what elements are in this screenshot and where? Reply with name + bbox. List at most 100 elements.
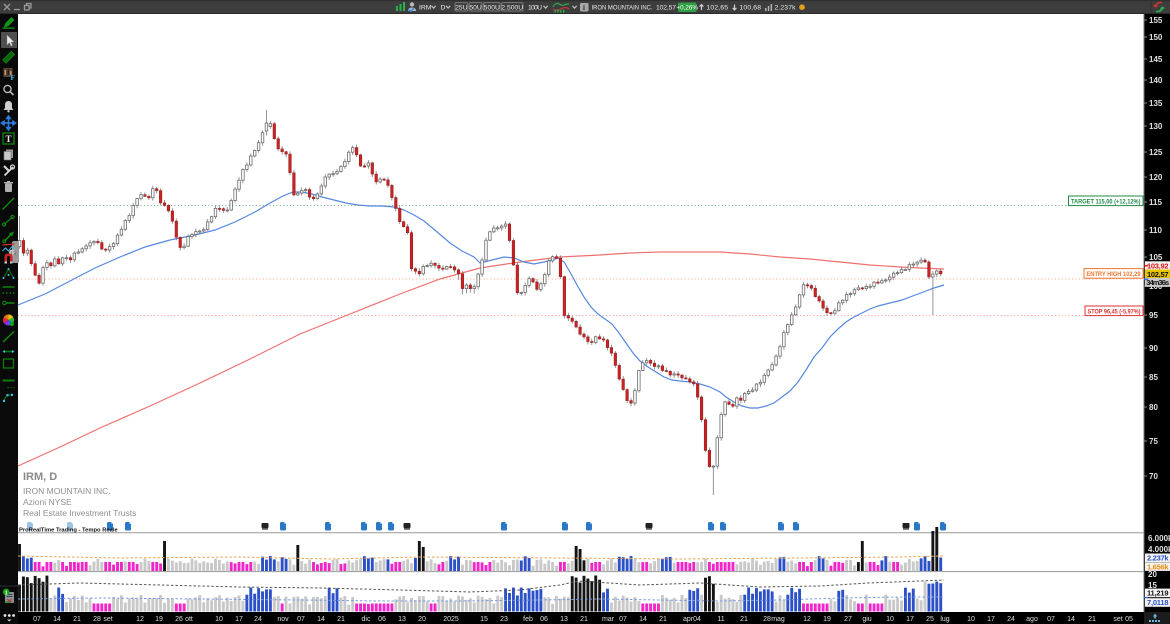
svg-text:mar: mar (602, 616, 615, 623)
svg-text:21: 21 (73, 616, 81, 623)
svg-text:IRM, D: IRM, D (23, 471, 57, 483)
svg-text:ENTRY HIGH 102,29: ENTRY HIGH 102,29 (1087, 271, 1141, 278)
svg-text:07: 07 (619, 616, 627, 623)
svg-text:set: set (1113, 616, 1122, 623)
svg-text:ott: ott (185, 616, 193, 623)
svg-text:11,219: 11,219 (1147, 589, 1169, 598)
svg-text:100,68: 100,68 (740, 5, 762, 12)
svg-text:21: 21 (659, 616, 667, 623)
svg-text:155: 155 (1149, 16, 1163, 25)
svg-text:lug: lug (940, 616, 949, 623)
svg-text:1.656k: 1.656k (1147, 562, 1169, 571)
svg-text:Azioni NYSE: Azioni NYSE (23, 497, 72, 507)
svg-text:14: 14 (53, 616, 61, 623)
svg-text:04: 04 (693, 616, 701, 623)
svg-text:25U: 25U (455, 5, 468, 12)
svg-text:120: 120 (1149, 173, 1163, 182)
svg-text:T: T (6, 134, 12, 144)
svg-text:85: 85 (1149, 373, 1158, 382)
svg-text:13: 13 (10, 251, 16, 257)
svg-text:F: F (11, 74, 15, 82)
svg-text:28: 28 (763, 616, 771, 623)
svg-text:7,0118: 7,0118 (1147, 598, 1169, 607)
svg-text:19: 19 (155, 616, 163, 623)
svg-text:ProRealTime Trading - Tempo Re: ProRealTime Trading - Tempo Reale (19, 528, 118, 534)
svg-text:2.237k: 2.237k (1147, 554, 1169, 563)
svg-text:2.500U: 2.500U (501, 5, 523, 12)
svg-text:75: 75 (1149, 437, 1158, 446)
svg-text:10: 10 (967, 616, 975, 623)
svg-text:apr: apr (683, 616, 694, 623)
svg-text:07: 07 (1047, 616, 1055, 623)
svg-text:07: 07 (33, 616, 41, 623)
svg-text:34m36s: 34m36s (1146, 278, 1169, 287)
svg-text:17: 17 (987, 616, 995, 623)
svg-text:Real Estate Investment Trusts: Real Estate Investment Trusts (23, 508, 136, 518)
svg-text:130: 130 (1149, 122, 1163, 131)
svg-text:20: 20 (418, 616, 426, 623)
svg-text:13: 13 (398, 616, 406, 623)
svg-text:21: 21 (740, 616, 748, 623)
svg-text:D: D (441, 5, 446, 12)
svg-text:IRON MOUNTAIN INC.: IRON MOUNTAIN INC. (23, 486, 111, 496)
svg-text:12: 12 (136, 616, 144, 623)
svg-text:feb: feb (523, 616, 533, 623)
svg-text:1: 1 (5, 589, 8, 596)
svg-text:21: 21 (580, 616, 588, 623)
svg-text:21: 21 (1088, 616, 1096, 623)
svg-text:105: 105 (1149, 253, 1163, 262)
svg-text:STOP 96,45 (-5,97%): STOP 96,45 (-5,97%) (1088, 309, 1141, 316)
svg-text:6.000k: 6.000k (1148, 534, 1170, 543)
svg-text:102,65: 102,65 (707, 5, 729, 12)
svg-text:IRON MOUNTAIN INC.: IRON MOUNTAIN INC. (592, 5, 653, 12)
svg-text:06: 06 (378, 616, 386, 623)
svg-text:100U: 100U (528, 5, 542, 12)
svg-text:TARGET 115,00 (+12,12%): TARGET 115,00 (+12,12%) (1071, 199, 1141, 206)
svg-text:nov: nov (277, 616, 289, 623)
svg-text:05: 05 (1125, 616, 1133, 623)
svg-text:25: 25 (926, 616, 934, 623)
svg-text:10: 10 (215, 616, 223, 623)
svg-text:28: 28 (93, 616, 101, 623)
svg-text:mag: mag (771, 616, 785, 623)
svg-text:90: 90 (1149, 344, 1158, 353)
svg-text:140: 140 (1149, 76, 1163, 85)
svg-text:14: 14 (317, 616, 325, 623)
svg-text:14: 14 (1067, 616, 1075, 623)
svg-text:115: 115 (1149, 198, 1162, 207)
svg-text:102,57: 102,57 (656, 5, 676, 12)
svg-text:24: 24 (254, 616, 262, 623)
svg-text:17: 17 (906, 616, 914, 623)
svg-text:135: 135 (1149, 99, 1163, 108)
svg-text:10: 10 (886, 616, 894, 623)
svg-text:2.237k: 2.237k (775, 5, 797, 12)
svg-text:i: i (583, 4, 585, 12)
svg-text:24: 24 (1007, 616, 1015, 623)
svg-text:125: 125 (1149, 148, 1163, 157)
svg-text:4.000k: 4.000k (1148, 545, 1170, 554)
svg-text:95: 95 (1149, 311, 1158, 320)
svg-text:IRM: IRM (419, 5, 432, 12)
svg-text:12: 12 (803, 616, 811, 623)
svg-text:23: 23 (500, 616, 508, 623)
svg-text:145: 145 (1149, 55, 1163, 64)
svg-text:set: set (103, 616, 112, 623)
svg-text:110: 110 (1149, 226, 1162, 235)
svg-text:06: 06 (540, 616, 548, 623)
svg-text:ago: ago (1026, 616, 1038, 623)
svg-text:150: 150 (1149, 33, 1163, 42)
svg-text:07: 07 (297, 616, 305, 623)
svg-text:19: 19 (823, 616, 831, 623)
svg-text:27: 27 (844, 616, 852, 623)
svg-text:17: 17 (235, 616, 243, 623)
svg-text:15: 15 (480, 616, 488, 623)
svg-text:+0,26%: +0,26% (676, 5, 698, 12)
svg-text:14: 14 (639, 616, 647, 623)
svg-text:2025: 2025 (443, 616, 459, 623)
svg-text:102,57: 102,57 (1147, 270, 1169, 279)
svg-text:15: 15 (1148, 581, 1157, 590)
svg-text:dic: dic (362, 616, 371, 623)
svg-text:11: 11 (717, 616, 724, 623)
svg-text:21: 21 (337, 616, 345, 623)
svg-text:103,92: 103,92 (1147, 262, 1169, 271)
